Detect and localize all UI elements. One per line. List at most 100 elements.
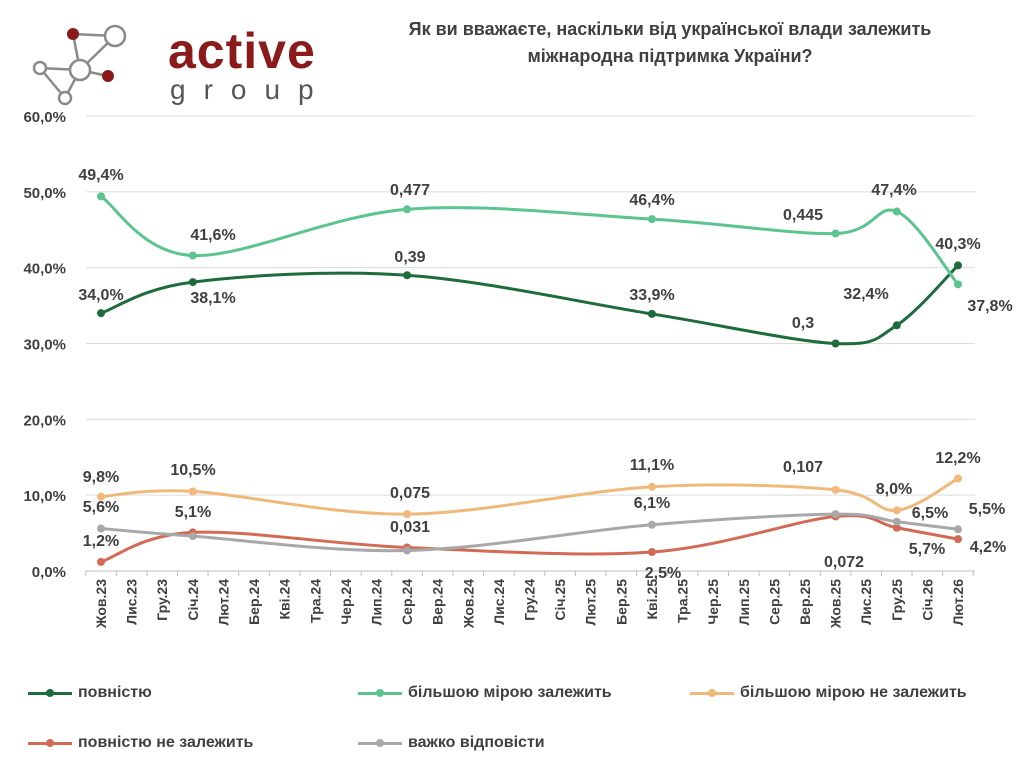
legend-swatch [28,739,72,747]
y-tick-label: 30,0% [23,337,66,354]
data-label: 6,5% [912,505,948,522]
chart-title-line-2: міжнародна підтримка України? [527,46,813,66]
data-label: 5,7% [909,541,945,558]
x-tick-label: Гру.24 [522,579,538,621]
data-point [647,482,656,491]
data-label: 0,075 [390,485,430,502]
x-tick-label: Кві.24 [277,579,293,620]
data-point [188,487,197,496]
legend-marker [46,739,54,747]
x-tick-label: Чер.25 [705,579,721,625]
data-label: 11,1% [630,457,674,474]
y-tick-label: 50,0% [23,185,66,202]
data-point [647,309,656,318]
logo-wordmark: active [168,23,316,79]
network-logo-icon [32,24,127,106]
data-point [954,474,962,483]
data-point [954,261,962,270]
data-point [892,506,901,515]
x-tick-label: Лип.24 [368,579,384,626]
data-label: 6,1% [634,495,670,512]
line-chart: 0,0% 10,0% 20,0% 30,0% 40,0% 50,0% 60,0% Жов.23… [23,109,1012,629]
x-tick-label: Гру.25 [889,579,905,621]
data-label: 38,1% [190,290,235,307]
legend-swatch [358,689,402,697]
legend-label: важко відповісти [408,734,545,751]
data-label: 4,2% [970,539,1006,556]
legend-label: повністю [78,684,152,701]
x-tick-label: Жов.23 [93,579,109,629]
data-label: 32,4% [843,286,888,303]
data-label: 1,2% [83,533,119,550]
legend-item: більшою мірою залежить [358,684,612,702]
legend-item: більшою мірою не залежить [690,684,967,702]
x-tick-label: Лют.25 [583,579,599,626]
data-point [97,557,105,566]
data-label: 8,0% [876,481,912,498]
data-point [647,548,656,557]
x-tick-label: Тра.24 [307,579,323,623]
x-tick-label: Лис.25 [858,579,874,625]
data-point [892,321,901,330]
data-point [831,339,840,348]
legend-label: повністю не залежить [78,734,254,751]
legend-swatch [690,689,734,697]
x-tick-label: Бер.24 [246,579,262,625]
legend-marker [376,689,384,697]
chart-legend: повністю більшою мірою залежить більшою мі… [0,670,1024,768]
data-point [97,309,105,318]
data-point [647,215,656,224]
x-tick-label: Гру.23 [154,579,170,621]
data-point [97,492,105,501]
x-tick-label: Сер.25 [766,579,782,625]
x-tick-label: Лис.23 [124,579,140,625]
x-tick-label: Кві.25 [644,579,660,620]
data-label: 12,2% [935,450,980,467]
data-label: 0,107 [783,459,823,476]
data-label: 49,4% [78,167,123,184]
y-tick-label: 0,0% [32,564,66,581]
data-point [831,510,840,519]
data-label: 46,4% [629,192,674,209]
data-label: 41,6% [190,227,235,244]
x-tick-label: Жов.24 [460,579,476,629]
data-point [892,207,901,216]
data-point [892,523,901,532]
data-point [188,278,197,287]
y-tick-label: 20,0% [23,412,66,429]
x-tick-label: Лис.24 [491,579,507,625]
legend-marker [46,689,54,697]
data-point [403,271,412,280]
x-tick-label: Бер.25 [613,579,629,625]
chart-title-line-1: Як ви вважаєте, наскільки від українсько… [408,19,932,39]
series-line-0 [99,263,960,346]
logo-subtitle: group [170,74,332,105]
data-point [831,229,840,238]
data-label: 40,3% [935,236,980,253]
x-tick-label: Січ.25 [552,579,568,621]
data-point [954,535,962,544]
data-label: 10,5% [170,462,215,479]
active-group-logo: active group [28,12,318,110]
data-label: 0,3 [792,315,814,332]
legend-item: повністю не залежить [28,734,253,752]
legend-marker [376,739,384,747]
data-label: 0,445 [783,207,823,224]
data-point [831,485,840,494]
x-tick-label: Лют.26 [950,579,966,626]
data-point [403,205,412,214]
legend-item: важко відповісти [358,734,545,752]
x-tick-label: Січ.24 [185,579,201,621]
data-label: 0,072 [824,554,864,571]
data-label: 0,477 [390,182,430,199]
data-point [97,524,105,533]
data-point [188,251,197,260]
data-label: 5,5% [969,501,1005,518]
legend-label: більшою мірою не залежить [740,684,967,701]
legend-label: більшою мірою залежить [408,684,612,701]
x-tick-label: Лип.25 [736,579,752,626]
y-tick-label: 10,0% [23,488,66,505]
x-tick-label: Вер.24 [430,579,446,625]
y-tick-label: 40,0% [23,261,66,278]
x-tick-label: Сер.24 [399,579,415,625]
